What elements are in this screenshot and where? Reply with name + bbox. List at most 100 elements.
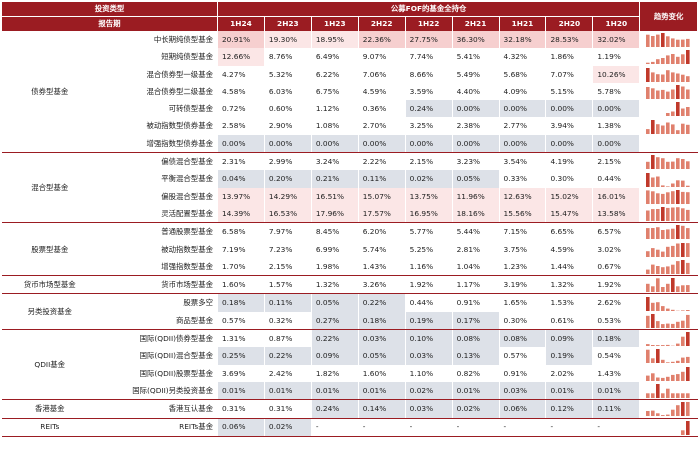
value-cell: 0.25% bbox=[217, 347, 264, 364]
value-cell: 1.98% bbox=[311, 258, 358, 276]
value-cell: 1.44% bbox=[546, 258, 593, 276]
trend-bar bbox=[656, 349, 660, 363]
value-cell: 0.33% bbox=[499, 170, 546, 187]
value-cell: 7.06% bbox=[358, 66, 405, 83]
value-cell: 2.38% bbox=[452, 117, 499, 134]
category-cell: 混合型基金 bbox=[2, 153, 98, 223]
trend-bar bbox=[686, 332, 690, 346]
header-row-periods: 报告期 1H24 2H23 1H23 2H22 1H22 2H21 1H21 2… bbox=[2, 17, 698, 32]
trend-sparkline bbox=[644, 296, 690, 311]
trend-bar bbox=[661, 267, 665, 274]
value-cell: 2.90% bbox=[264, 117, 311, 134]
trend-bar bbox=[686, 263, 690, 274]
trend-bar bbox=[681, 208, 685, 221]
value-cell: 1.92% bbox=[405, 276, 452, 294]
value-cell: 0.00% bbox=[593, 100, 640, 117]
value-cell: 12.63% bbox=[499, 188, 546, 205]
value-cell: 3.26% bbox=[358, 276, 405, 294]
trend-bar bbox=[661, 74, 665, 82]
period-header: 1H23 bbox=[311, 17, 358, 32]
trend-bar bbox=[651, 314, 655, 328]
trend-sparkline-cell bbox=[640, 276, 698, 294]
value-cell: 0.20% bbox=[264, 170, 311, 187]
value-cell: 5.44% bbox=[452, 223, 499, 241]
value-cell: 0.08% bbox=[452, 330, 499, 348]
subtype-cell: 国际(QDII)混合型基金 bbox=[98, 347, 217, 364]
value-cell: 3.75% bbox=[499, 241, 546, 258]
trend-bar bbox=[651, 36, 655, 47]
trend-bar bbox=[686, 192, 690, 204]
value-cell: 4.58% bbox=[217, 83, 264, 100]
subtype-cell: 混合债券型二级基金 bbox=[98, 83, 217, 100]
category-cell: 香港基金 bbox=[2, 400, 98, 418]
trend-bar bbox=[656, 345, 660, 346]
trend-bar bbox=[651, 228, 655, 239]
trend-bar bbox=[661, 378, 665, 381]
trend-bar bbox=[671, 112, 675, 117]
trend-bar bbox=[646, 284, 650, 292]
trend-sparkline bbox=[644, 136, 690, 151]
trend-bar bbox=[661, 58, 665, 64]
trend-bar bbox=[651, 155, 655, 169]
value-cell: 0.53% bbox=[593, 312, 640, 330]
trend-bar bbox=[651, 72, 655, 82]
trend-bar bbox=[676, 73, 680, 82]
value-cell: 5.25% bbox=[405, 241, 452, 258]
trend-bar bbox=[671, 410, 675, 416]
trend-bar bbox=[666, 122, 670, 134]
trend-bar bbox=[651, 177, 655, 187]
value-cell: 0.87% bbox=[264, 330, 311, 348]
fof-holdings-table: 投资类型 公募FOF的基金全持仓 趋势变化 报告期 1H24 2H23 1H23… bbox=[2, 2, 698, 437]
value-cell: 0.02% bbox=[405, 382, 452, 400]
value-cell: - bbox=[405, 418, 452, 436]
trend-sparkline-cell bbox=[640, 153, 698, 171]
subtype-cell: REITs基金 bbox=[98, 418, 217, 436]
value-cell: 1.17% bbox=[452, 276, 499, 294]
trend-bar bbox=[671, 90, 675, 100]
value-cell: - bbox=[452, 418, 499, 436]
value-cell: 0.17% bbox=[452, 312, 499, 330]
trend-bar bbox=[646, 375, 650, 380]
value-cell: 0.01% bbox=[311, 382, 358, 400]
trend-sparkline bbox=[644, 242, 690, 257]
value-cell: 16.51% bbox=[311, 188, 358, 205]
trend-bar bbox=[646, 251, 650, 257]
value-cell: 0.19% bbox=[405, 312, 452, 330]
trend-sparkline-cell bbox=[640, 117, 698, 134]
trend-sparkline bbox=[644, 101, 690, 116]
trend-bar bbox=[656, 124, 660, 134]
trend-bar bbox=[686, 76, 690, 82]
subtype-cell: 被动指数型债券基金 bbox=[98, 117, 217, 134]
value-cell: - bbox=[311, 418, 358, 436]
trend-bar bbox=[661, 251, 665, 256]
value-cell: 1.60% bbox=[217, 276, 264, 294]
value-cell: 4.32% bbox=[499, 48, 546, 65]
trend-bar bbox=[686, 107, 690, 116]
trend-bar bbox=[666, 92, 670, 99]
trend-bar bbox=[676, 158, 680, 169]
value-cell: 0.00% bbox=[264, 135, 311, 153]
trend-bar bbox=[676, 180, 680, 187]
value-cell: 1.53% bbox=[546, 294, 593, 312]
value-cell: 5.15% bbox=[546, 83, 593, 100]
value-cell: 3.59% bbox=[405, 83, 452, 100]
trend-bar bbox=[646, 211, 650, 222]
trend-bar bbox=[686, 90, 690, 100]
value-cell: 1.32% bbox=[311, 276, 358, 294]
trend-bar bbox=[681, 159, 685, 169]
value-cell: 2.58% bbox=[217, 117, 264, 134]
value-cell: 6.57% bbox=[593, 223, 640, 241]
trend-bar bbox=[671, 39, 675, 48]
trend-sparkline bbox=[644, 32, 690, 47]
value-cell: 18.95% bbox=[311, 31, 358, 48]
value-cell: 0.00% bbox=[452, 100, 499, 117]
trend-bar bbox=[686, 315, 690, 328]
trend-bar bbox=[681, 402, 685, 416]
trend-sparkline-cell bbox=[640, 241, 698, 258]
trend-bar bbox=[656, 321, 660, 328]
value-cell: 16.53% bbox=[264, 205, 311, 223]
